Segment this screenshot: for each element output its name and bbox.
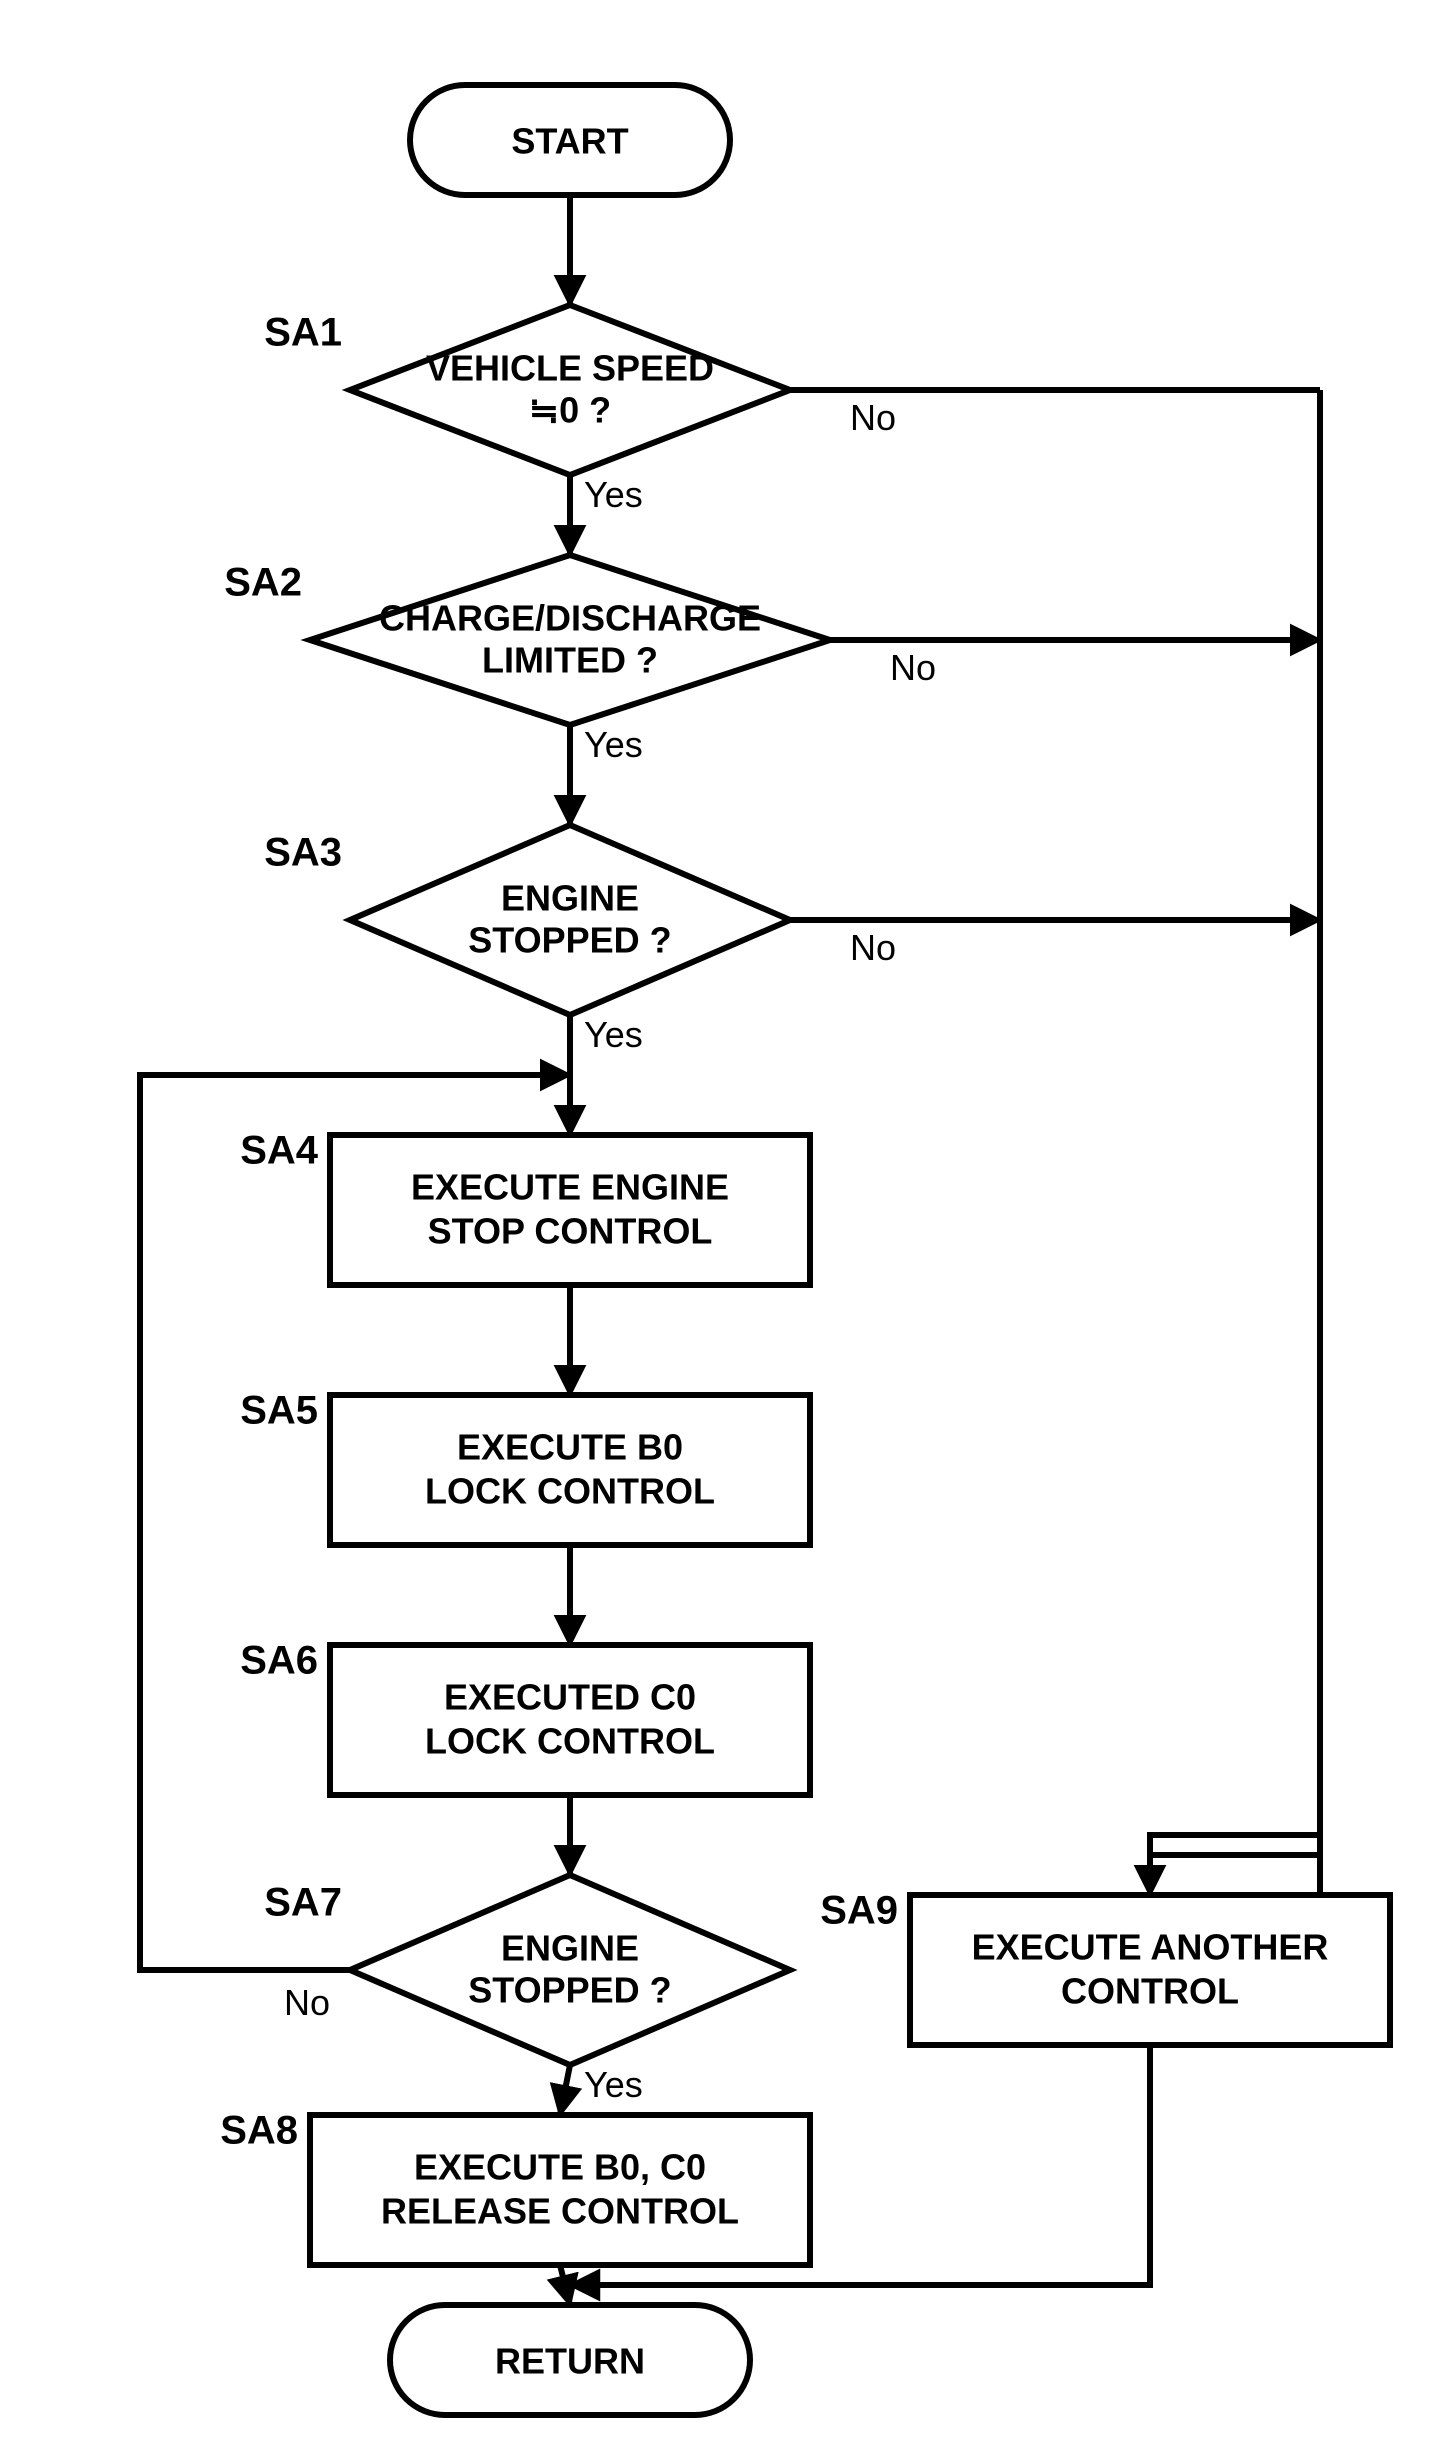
svg-text:SA5: SA5 (240, 1389, 318, 1433)
svg-text:RETURN: RETURN (495, 2341, 645, 2382)
svg-text:LOCK CONTROL: LOCK CONTROL (425, 1471, 715, 1512)
svg-text:Yes: Yes (584, 724, 643, 765)
svg-text:Yes: Yes (584, 1014, 643, 1055)
svg-text:SA8: SA8 (220, 2109, 298, 2153)
svg-text:SA6: SA6 (240, 1639, 318, 1683)
svg-text:EXECUTE B0, C0: EXECUTE B0, C0 (414, 2147, 706, 2188)
svg-text:START: START (511, 121, 628, 162)
svg-text:STOPPED ?: STOPPED ? (468, 1970, 671, 2011)
svg-text:SA3: SA3 (264, 831, 342, 875)
svg-text:STOP CONTROL: STOP CONTROL (428, 1211, 713, 1252)
svg-text:CHARGE/DISCHARGE: CHARGE/DISCHARGE (379, 598, 761, 639)
svg-text:ENGINE: ENGINE (501, 1928, 639, 1969)
svg-text:STOPPED ?: STOPPED ? (468, 920, 671, 961)
svg-text:≒0 ?: ≒0 ? (529, 390, 611, 431)
svg-text:EXECUTE B0: EXECUTE B0 (457, 1427, 683, 1468)
svg-text:ENGINE: ENGINE (501, 878, 639, 919)
svg-text:No: No (284, 1982, 330, 2023)
svg-text:Yes: Yes (584, 474, 643, 515)
svg-text:No: No (850, 927, 896, 968)
svg-text:EXECUTE ANOTHER: EXECUTE ANOTHER (972, 1927, 1329, 1968)
svg-text:EXECUTED C0: EXECUTED C0 (444, 1677, 696, 1718)
svg-text:RELEASE CONTROL: RELEASE CONTROL (381, 2191, 739, 2232)
svg-text:No: No (890, 647, 936, 688)
svg-text:Yes: Yes (584, 2064, 643, 2105)
svg-text:SA2: SA2 (224, 561, 302, 605)
svg-text:SA1: SA1 (264, 311, 342, 355)
flowchart: Yes Yes Yes Yes No No No No START VEHICLE SPEED≒0… (0, 0, 1456, 2437)
svg-text:No: No (850, 397, 896, 438)
svg-text:SA9: SA9 (820, 1889, 898, 1933)
svg-text:SA4: SA4 (240, 1129, 319, 1173)
svg-text:SA7: SA7 (264, 1881, 342, 1925)
svg-text:VEHICLE SPEED: VEHICLE SPEED (426, 348, 714, 389)
svg-text:CONTROL: CONTROL (1061, 1971, 1239, 2012)
svg-text:EXECUTE ENGINE: EXECUTE ENGINE (411, 1167, 729, 1208)
svg-text:LOCK CONTROL: LOCK CONTROL (425, 1721, 715, 1762)
svg-text:LIMITED ?: LIMITED ? (482, 640, 658, 681)
